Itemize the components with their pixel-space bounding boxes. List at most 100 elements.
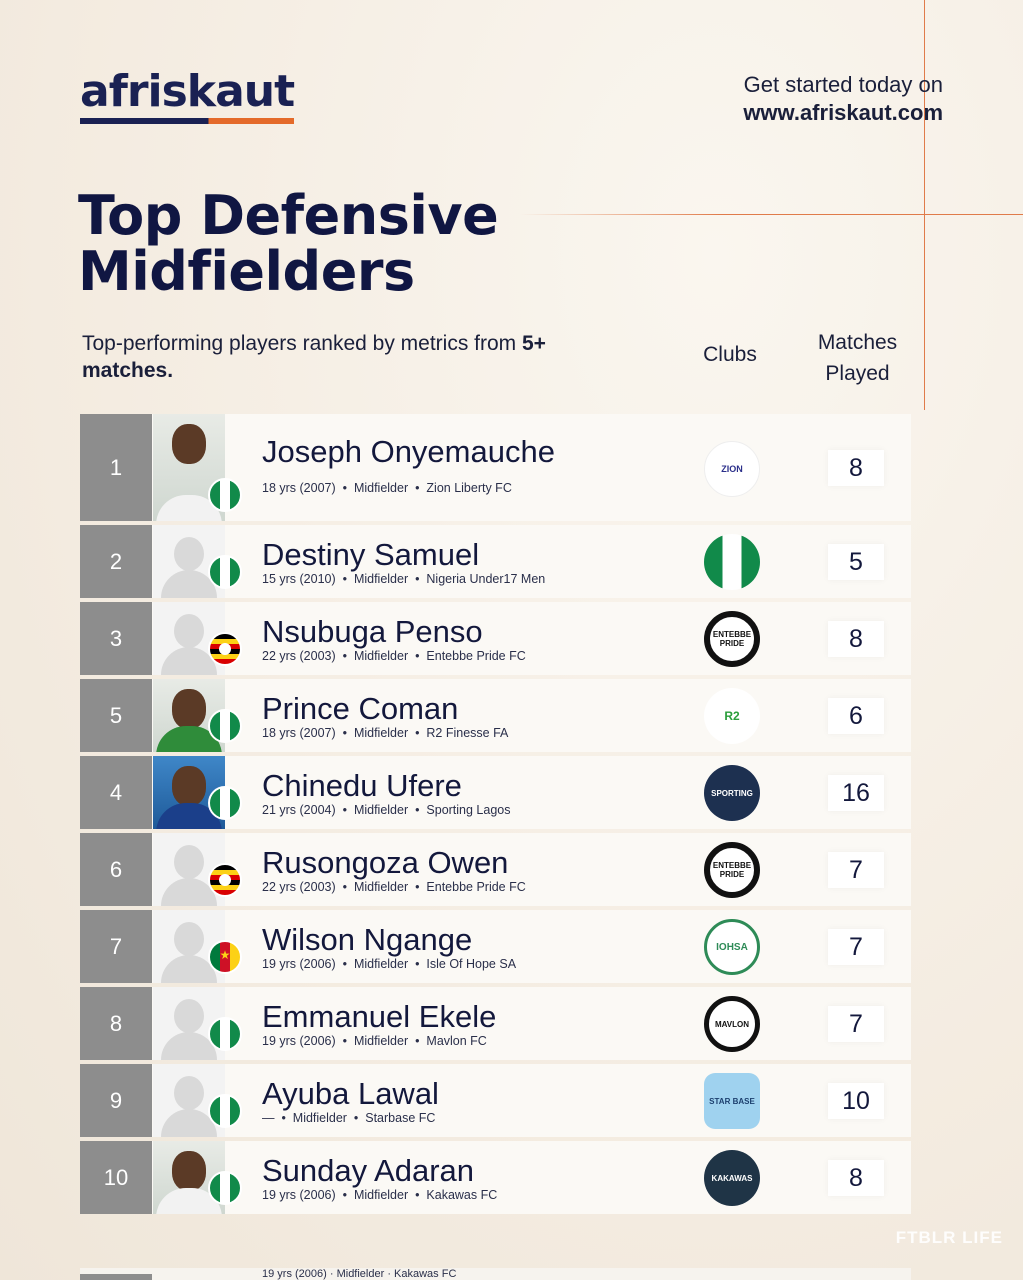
- cta-block: Get started today on www.afriskaut.com: [743, 72, 943, 126]
- club-badge-icon[interactable]: ENTEBBE PRIDE: [704, 842, 760, 898]
- club-badge-icon[interactable]: SPORTING: [704, 765, 760, 821]
- club-badge-icon[interactable]: ENTEBBE PRIDE: [704, 611, 760, 667]
- meta-separator: •: [411, 481, 427, 495]
- player-meta: 19 yrs (2006) • Midfielder • Isle Of Hop…: [262, 957, 516, 971]
- player-meta: 18 yrs (2007) • Midfielder • R2 Finesse …: [262, 726, 508, 740]
- player-row[interactable]: 9 Ayuba Lawal — • Midfielder • Starbase …: [80, 1064, 911, 1137]
- overflow-row: 19 yrs (2006) · Midfielder · Kakawas FC: [80, 1268, 911, 1280]
- player-name[interactable]: Wilson Ngange: [262, 922, 473, 957]
- player-age: 18 yrs (2007): [262, 481, 336, 495]
- rank-badge: 2: [80, 525, 152, 598]
- player-name[interactable]: Destiny Samuel: [262, 537, 480, 572]
- cta-link[interactable]: www.afriskaut.com: [743, 100, 943, 125]
- player-list: 1 Joseph Onyemauche 18 yrs (2007) • Midf…: [80, 414, 911, 1218]
- club-badge-icon[interactable]: IOHSA: [704, 919, 760, 975]
- rank-badge: 8: [80, 987, 152, 1060]
- matches-played: 7: [828, 852, 884, 888]
- rank-badge: 9: [80, 1064, 152, 1137]
- player-row[interactable]: 1 Joseph Onyemauche 18 yrs (2007) • Midf…: [80, 414, 911, 521]
- player-position: Midfielder: [353, 1188, 409, 1202]
- player-row[interactable]: 8 Emmanuel Ekele 19 yrs (2006) • Midfiel…: [80, 987, 911, 1060]
- player-name[interactable]: Nsubuga Penso: [262, 614, 483, 649]
- page-title: Top Defensive Midfielders: [78, 184, 499, 303]
- meta-separator: •: [411, 572, 427, 586]
- player-age: 18 yrs (2007): [262, 726, 336, 740]
- player-meta: 21 yrs (2004) • Midfielder • Sporting La…: [262, 803, 511, 817]
- player-position: Midfielder: [353, 726, 409, 740]
- overflow-meta: 19 yrs (2006) · Midfielder · Kakawas FC: [262, 1268, 457, 1280]
- column-header-matches-line2: Played: [825, 362, 890, 385]
- rank-badge: 10: [80, 1141, 152, 1214]
- player-position: Midfielder: [353, 649, 409, 663]
- player-face: [172, 689, 206, 729]
- meta-separator: •: [339, 481, 354, 495]
- player-name[interactable]: Prince Coman: [262, 691, 459, 726]
- club-badge-icon[interactable]: MAVLON: [704, 996, 760, 1052]
- player-name[interactable]: Ayuba Lawal: [262, 1076, 439, 1111]
- matches-played: 10: [828, 1083, 884, 1119]
- meta-separator: •: [411, 1188, 427, 1202]
- club-badge-icon[interactable]: ZION: [704, 441, 760, 497]
- flag-icon: [208, 863, 242, 897]
- meta-separator: •: [339, 649, 354, 663]
- club-badge-icon[interactable]: R2: [704, 688, 760, 744]
- club-badge-icon[interactable]: STAR BASE: [704, 1073, 760, 1129]
- title-line-2: Midfielders: [78, 240, 415, 303]
- player-club: Entebbe Pride FC: [426, 880, 526, 894]
- player-club: Zion Liberty FC: [426, 481, 512, 495]
- matches-played: 6: [828, 698, 884, 734]
- player-face: [172, 1151, 206, 1191]
- player-row[interactable]: 5 Prince Coman 18 yrs (2007) • Midfielde…: [80, 679, 911, 752]
- meta-separator: •: [339, 880, 354, 894]
- player-club: Entebbe Pride FC: [426, 649, 526, 663]
- decorative-line-horizontal: [520, 214, 1023, 215]
- player-meta: 22 yrs (2003) • Midfielder • Entebbe Pri…: [262, 880, 526, 894]
- club-badge-icon[interactable]: [704, 534, 760, 590]
- rank-badge: 7: [80, 910, 152, 983]
- player-age: 22 yrs (2003): [262, 649, 336, 663]
- decorative-line-vertical: [924, 0, 925, 410]
- player-row[interactable]: 4 Chinedu Ufere 21 yrs (2004) • Midfield…: [80, 756, 911, 829]
- meta-separator: •: [339, 803, 354, 817]
- player-row[interactable]: 3 Nsubuga Penso 22 yrs (2003) • Midfield…: [80, 602, 911, 675]
- player-row[interactable]: 2 Destiny Samuel 15 yrs (2010) • Midfiel…: [80, 525, 911, 598]
- matches-played: 7: [828, 1006, 884, 1042]
- player-position: Midfielder: [353, 957, 409, 971]
- player-row[interactable]: 6 Rusongoza Owen 22 yrs (2003) • Midfiel…: [80, 833, 911, 906]
- flag-icon: [208, 709, 242, 743]
- rank-badge: 3: [80, 602, 152, 675]
- meta-separator: •: [411, 1034, 427, 1048]
- meta-separator: •: [339, 572, 354, 586]
- club-badge-icon[interactable]: KAKAWAS: [704, 1150, 760, 1206]
- flag-icon: [208, 940, 242, 974]
- player-position: Midfielder: [353, 1034, 409, 1048]
- player-name[interactable]: Sunday Adaran: [262, 1153, 475, 1188]
- title-line-1: Top Defensive: [78, 184, 499, 247]
- column-header-matches-line1: Matches: [817, 331, 898, 354]
- player-name[interactable]: Chinedu Ufere: [262, 768, 462, 803]
- flag-icon: [208, 786, 242, 820]
- logo-underline: [80, 118, 294, 124]
- flag-icon: [208, 555, 242, 589]
- player-row[interactable]: 10 Sunday Adaran 19 yrs (2006) • Midfiel…: [80, 1141, 911, 1214]
- page-subtitle: Top-performing players ranked by metrics…: [82, 330, 552, 384]
- player-club: Isle Of Hope SA: [426, 957, 517, 971]
- player-name[interactable]: Emmanuel Ekele: [262, 999, 497, 1034]
- player-position: Midfielder: [292, 1111, 347, 1125]
- player-position: Midfielder: [353, 803, 409, 817]
- flag-icon: [208, 632, 242, 666]
- matches-played: 8: [828, 1160, 884, 1196]
- player-name[interactable]: Joseph Onyemauche: [262, 434, 555, 469]
- player-face: [172, 424, 206, 464]
- flag-icon: [208, 1017, 242, 1051]
- player-row[interactable]: 7 Wilson Ngange 19 yrs (2006) • Midfield…: [80, 910, 911, 983]
- meta-separator: •: [339, 1188, 354, 1202]
- player-club: Sporting Lagos: [426, 803, 511, 817]
- player-name[interactable]: Rusongoza Owen: [262, 845, 509, 880]
- rank-badge: 5: [80, 679, 152, 752]
- avatar-placeholder-head: [174, 537, 204, 571]
- avatar-placeholder-head: [174, 845, 204, 879]
- brand-logo[interactable]: afriskaut: [80, 66, 295, 117]
- meta-separator: •: [411, 880, 427, 894]
